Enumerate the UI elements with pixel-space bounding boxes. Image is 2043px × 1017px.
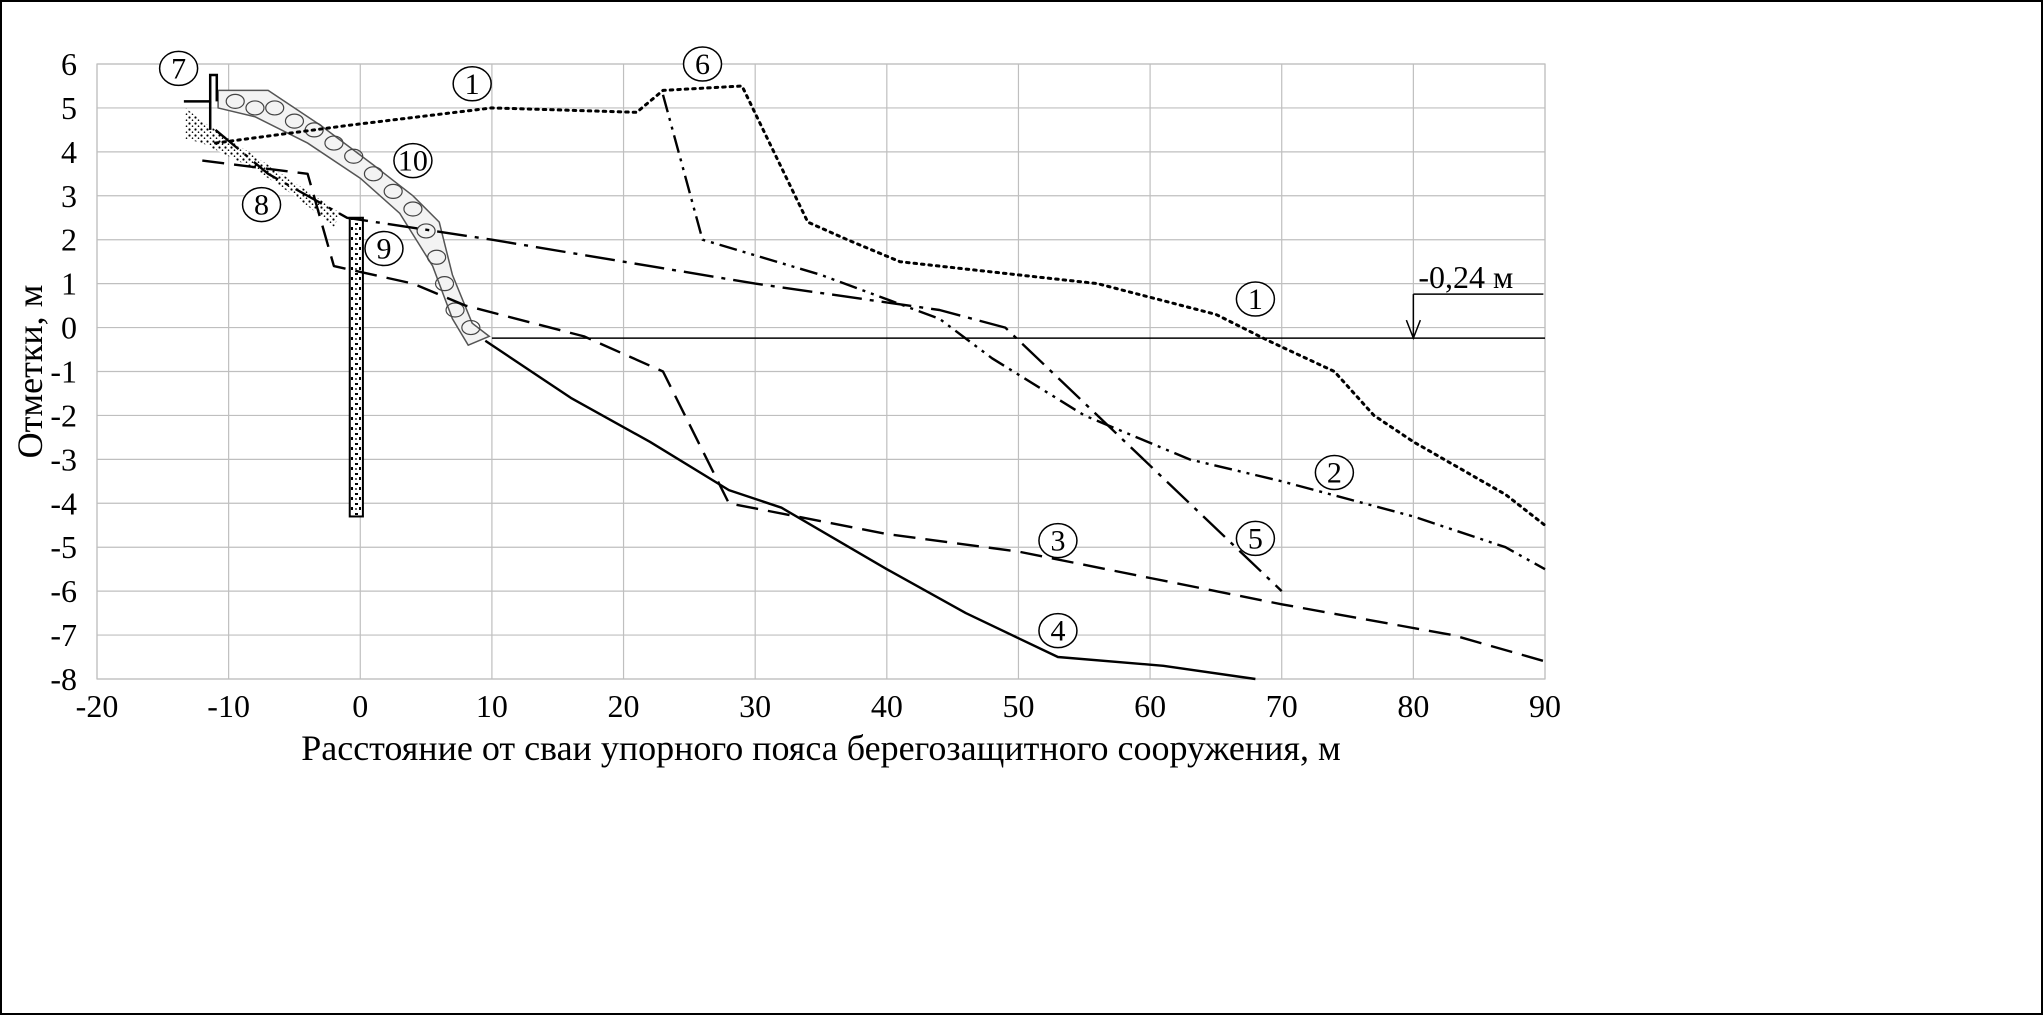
x-tick-label: 30 — [739, 688, 771, 724]
x-axis-label: Расстояние от сваи упорного пояса берего… — [301, 728, 1341, 768]
callout-number: 10 — [398, 145, 428, 178]
callout-number: 2 — [1327, 457, 1342, 490]
stone-icon — [225, 93, 245, 109]
y-tick-label: 1 — [61, 266, 77, 302]
tick-labels: -20 -10 0 10 20 30 40 50 60 70 80 906543210-1-2-3-4… — [50, 46, 1561, 724]
callout-number: 6 — [695, 48, 710, 81]
stone-icon — [265, 100, 285, 116]
series-line-5 — [214, 128, 1283, 592]
y-tick-label: -3 — [50, 441, 77, 477]
stone-icon — [434, 276, 455, 292]
grid — [96, 63, 1546, 680]
stone-icon — [403, 201, 423, 217]
callout-circle — [158, 50, 199, 87]
callout-circle — [682, 46, 723, 82]
x-tick-label: 90 — [1529, 688, 1561, 724]
y-tick-label: -4 — [50, 485, 77, 521]
callout-3: 3 — [1038, 522, 1078, 559]
callout-circle — [1038, 612, 1078, 649]
callout-6: 6 — [682, 46, 723, 82]
y-tick-label: -7 — [50, 617, 77, 653]
y-tick-label: 6 — [61, 46, 77, 82]
stone-revetment-10 — [217, 89, 491, 347]
y-tick-label: 0 — [61, 310, 77, 346]
y-tick-label: 2 — [61, 222, 77, 258]
stone-icon — [284, 113, 305, 129]
callout-number: 5 — [1248, 522, 1263, 555]
water-level-label: -0,24 м — [1418, 259, 1513, 295]
stone-icon — [245, 100, 265, 116]
stone-icon — [461, 319, 481, 336]
callout-9: 9 — [364, 230, 404, 267]
sheet-pile-9 — [348, 216, 364, 518]
y-tick-label: -6 — [50, 573, 77, 609]
y-tick-label: 3 — [61, 178, 77, 214]
callout-10: 10 — [393, 142, 433, 179]
x-tick-label: 0 — [352, 688, 368, 724]
stone-icon — [383, 183, 403, 199]
series-line-4 — [484, 339, 1256, 681]
callout-7: 7 — [158, 50, 199, 87]
callout-1: 1 — [1235, 281, 1276, 317]
stone-icon — [363, 166, 384, 182]
stone-icon — [344, 148, 364, 164]
x-tick-label: -10 — [207, 688, 250, 724]
callout-circle — [393, 142, 433, 179]
callout-2: 2 — [1314, 454, 1355, 491]
callout-circle — [364, 230, 404, 267]
callout-number: 7 — [171, 52, 186, 85]
series-lines — [202, 84, 1547, 681]
parapet-wall-7 — [183, 73, 219, 103]
callout-number: 1 — [1248, 283, 1263, 316]
y-tick-label: -1 — [50, 354, 77, 390]
callout-circle — [1038, 522, 1078, 559]
callout-circle — [1235, 520, 1276, 557]
stone-icon — [427, 249, 447, 265]
callout-circle — [1314, 454, 1355, 491]
series-line-1 — [214, 84, 1547, 527]
water-level-arrow-icon — [1405, 293, 1544, 341]
x-tick-label: 10 — [476, 688, 508, 724]
callout-circle — [241, 186, 282, 223]
y-tick-label: -5 — [50, 529, 77, 565]
x-tick-label: 60 — [1134, 688, 1166, 724]
callout-4: 4 — [1038, 612, 1078, 649]
callout-circle — [1235, 281, 1276, 317]
x-tick-label: 20 — [608, 688, 640, 724]
callout-number: 9 — [376, 233, 391, 266]
callout-8: 8 — [241, 186, 282, 223]
callout-number: 3 — [1050, 525, 1065, 558]
y-tick-label: 4 — [61, 134, 77, 170]
stone-icon — [324, 135, 344, 151]
callout-1: 1 — [452, 66, 492, 102]
callout-circle — [452, 66, 492, 102]
y-tick-label: -8 — [50, 661, 77, 697]
y-axis-label: Отметки, м — [10, 285, 50, 459]
x-tick-label: 50 — [1002, 688, 1034, 724]
callout-number: 4 — [1050, 615, 1065, 648]
stone-icon — [416, 223, 436, 239]
stone-icon — [445, 302, 465, 318]
x-tick-label: 80 — [1397, 688, 1429, 724]
x-tick-label: 40 — [871, 688, 903, 724]
y-tick-label: -2 — [50, 397, 77, 433]
callouts: 1 1 2 3 4 5 6 7 8 9 10 — [158, 46, 1355, 649]
callout-number: 1 — [465, 68, 480, 101]
callout-number: 8 — [254, 189, 269, 222]
callout-5: 5 — [1235, 520, 1276, 557]
x-tick-label: 70 — [1266, 688, 1298, 724]
x-tick-label: -20 — [76, 688, 119, 724]
plot-area-border — [96, 63, 1546, 680]
series-line-3 — [202, 159, 1546, 663]
y-tick-label: 5 — [61, 90, 77, 126]
